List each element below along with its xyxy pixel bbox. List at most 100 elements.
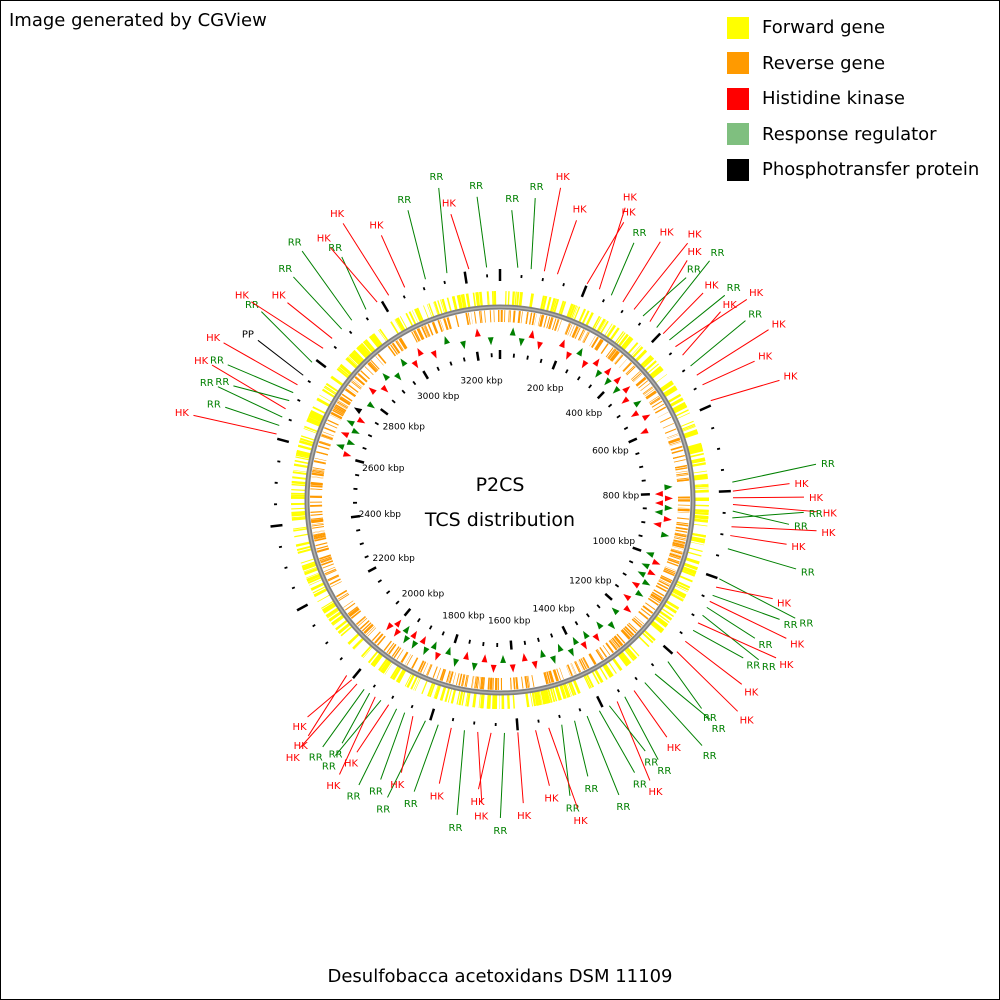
reverse-gene-block: [350, 610, 362, 619]
outer-scale-tick: [451, 717, 455, 722]
forward-gene-block: [627, 342, 639, 354]
tcs-marker: [654, 509, 663, 516]
tcs-marker: [500, 654, 507, 663]
forward-gene-block: [345, 358, 357, 369]
forward-gene-block: [321, 388, 335, 398]
tcs-callout-label: HK: [821, 528, 836, 539]
forward-gene-block: [672, 588, 687, 597]
tcs-callout-label: HK: [809, 493, 824, 504]
reverse-gene-block: [646, 391, 657, 400]
tcs-callout-label: RR: [429, 172, 443, 183]
tcs-callout-label: RR: [809, 509, 823, 520]
outer-scale-tick: [634, 676, 638, 681]
inner-scale-tick: [616, 414, 621, 419]
tcs-callout-label: RR: [703, 751, 717, 762]
tcs-marker: [540, 649, 547, 658]
reverse-gene-block: [611, 637, 621, 648]
tcs-callout-label: RR: [711, 248, 725, 259]
reverse-gene-block: [628, 622, 638, 632]
forward-gene-block: [390, 666, 399, 679]
legend-swatch-phosphotransfer-protein: [727, 158, 749, 181]
tcs-marker: [621, 396, 630, 404]
outer-scale-tick: [443, 280, 446, 285]
tcs-marker: [444, 336, 451, 345]
outer-scale-tick: [463, 271, 468, 284]
reverse-gene-block: [624, 625, 635, 636]
forward-gene-track: [291, 291, 710, 709]
tcs-callout-line: [543, 187, 562, 272]
genome-backbone-highlight: [306, 306, 694, 694]
reverse-gene-block: [392, 342, 401, 354]
forward-gene-block: [642, 357, 654, 369]
tcs-callout-line: [732, 503, 818, 513]
forward-gene-block: [310, 582, 325, 591]
tcs-callout-line: [380, 235, 406, 288]
tcs-callout-line: [307, 675, 348, 737]
reverse-gene-block: [654, 406, 667, 414]
forward-gene-block: [396, 669, 406, 683]
tcs-callout-label: RR: [404, 799, 418, 810]
forward-gene-block: [395, 669, 404, 682]
tcs-marker: [394, 372, 402, 381]
forward-gene-block: [643, 630, 656, 642]
forward-gene-block: [560, 684, 567, 699]
tcs-callout-line: [667, 661, 702, 709]
tcs-callout-line: [654, 673, 711, 720]
tcs-callout-line: [499, 732, 505, 819]
tcs-marker: [342, 450, 352, 457]
inner-scale-tick: [355, 473, 360, 477]
forward-gene-block: [594, 669, 604, 683]
tcs-callout-label: HK: [235, 290, 250, 301]
tcs-callout-line: [719, 578, 796, 619]
reverse-gene-block: [595, 649, 604, 661]
inner-scale-tick: [523, 640, 527, 645]
legend-label: Response regulator: [762, 123, 937, 145]
tcs-callout-label: HK: [556, 172, 571, 183]
outer-scale-tick: [352, 668, 362, 680]
forward-gene-block: [647, 363, 659, 374]
forward-gene-block: [665, 601, 679, 610]
tcs-marker: [630, 410, 640, 417]
tcs-callout-line: [233, 385, 290, 402]
forward-gene-block: [670, 593, 684, 602]
tcs-marker: [647, 569, 656, 576]
forward-gene-block: [338, 623, 351, 635]
reverse-gene-block: [621, 629, 631, 639]
inner-scale-tick: [588, 384, 593, 389]
tcs-marker: [460, 340, 466, 350]
outer-scale-tick: [716, 447, 721, 451]
reverse-gene-block: [638, 380, 649, 389]
reverse-gene-block: [421, 326, 428, 339]
tcs-marker: [612, 385, 621, 394]
scale-labels: 200 kbp 400 kbp 600 kbp 800 kbp 1000 kbp 1200…: [359, 376, 640, 626]
tcs-callout-line: [356, 704, 390, 753]
tcs-marker: [576, 348, 583, 357]
tcs-callout-label: RR: [794, 521, 808, 532]
outer-scale-tick: [578, 708, 582, 712]
forward-gene-block: [365, 339, 376, 351]
tcs-callout-label: HK: [574, 816, 589, 827]
forward-gene-block: [675, 583, 690, 591]
tcs-callout-label: HK: [660, 228, 675, 239]
tcs-callout-label: HK: [704, 280, 719, 291]
tcs-marker: [435, 651, 442, 661]
forward-gene-block: [667, 393, 682, 403]
tcs-callout-label: HK: [471, 797, 486, 808]
reverse-gene-block: [332, 409, 344, 417]
forward-gene-block: [671, 590, 686, 599]
tcs-callout-label: PP: [242, 330, 254, 341]
forward-gene-block: [317, 397, 331, 406]
tcs-marker: [471, 662, 478, 671]
inner-scale-tick: [539, 358, 543, 364]
reverse-gene-block: [374, 633, 384, 644]
tcs-callout-line: [633, 242, 688, 310]
forward-gene-block: [586, 674, 595, 688]
tcs-callout-line: [261, 311, 313, 363]
reverse-gene-block: [333, 408, 345, 416]
tcs-callout-label: HK: [744, 688, 759, 699]
forward-gene-block: [350, 351, 363, 364]
tcs-callout-line: [732, 483, 790, 492]
reverse-gene-block: [361, 622, 372, 632]
scale-label: 3000 kbp: [417, 392, 460, 402]
inner-scale-tick: [635, 452, 640, 456]
